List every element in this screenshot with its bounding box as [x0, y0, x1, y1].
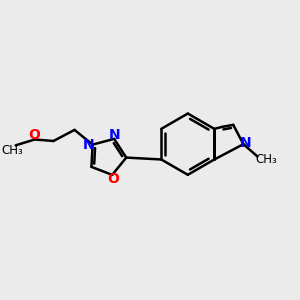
- Text: O: O: [28, 128, 40, 142]
- Text: N: N: [83, 138, 94, 152]
- Text: N: N: [108, 128, 120, 142]
- Text: O: O: [107, 172, 119, 186]
- Text: CH₃: CH₃: [255, 153, 277, 166]
- Text: N: N: [239, 136, 251, 150]
- Text: CH₃: CH₃: [2, 144, 24, 157]
